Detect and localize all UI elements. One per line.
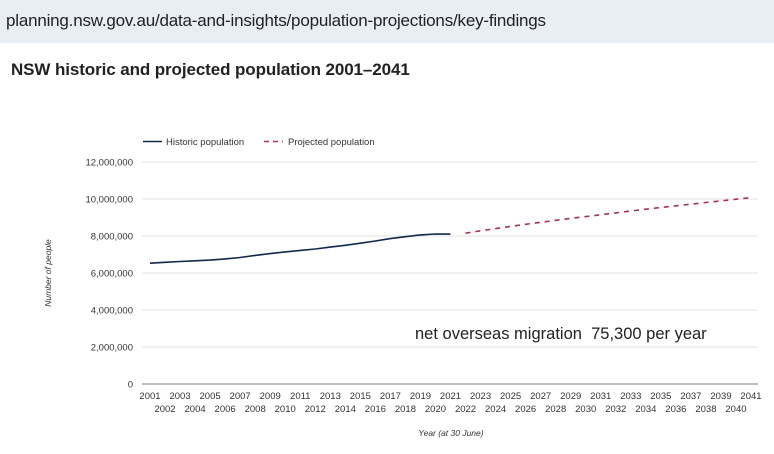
- x-tick-label: 2008: [245, 404, 266, 415]
- x-tick-label: 2010: [275, 404, 296, 415]
- x-tick-label: 2011: [290, 391, 310, 402]
- x-tick-label: 2021: [440, 391, 461, 402]
- x-tick-labels: 2001 2002 2003 2004 2005 2006 2007 2008 2009 2010…: [139, 391, 761, 415]
- migration-annotation: net overseas migration 75,300 per year: [415, 325, 707, 343]
- x-tick-label: 2038: [695, 404, 716, 415]
- x-tick-label: 2009: [260, 391, 281, 402]
- x-axis-label: Year (at 30 June): [418, 428, 483, 438]
- y-tick-label: 0: [128, 380, 133, 391]
- x-tick-label: 2023: [470, 391, 491, 402]
- y-tick-label: 10,000,000: [85, 195, 133, 206]
- x-tick-label: 2004: [185, 404, 206, 415]
- gridlines: [142, 161, 758, 385]
- url-text: planning.nsw.gov.au/data-and-insights/po…: [6, 11, 546, 30]
- legend-projected-label: Projected population: [288, 137, 375, 148]
- x-tick-label: 2014: [335, 404, 356, 415]
- x-tick-label: 2001: [139, 391, 160, 402]
- x-tick-label: 2003: [169, 391, 190, 402]
- legend: Historic population Projected population: [143, 137, 375, 148]
- x-tick-label: 2012: [305, 404, 326, 415]
- x-tick-label: 2032: [605, 404, 626, 415]
- chart-title: NSW historic and projected population 20…: [11, 60, 410, 79]
- legend-historic-label: Historic population: [166, 137, 244, 148]
- series-lines: [149, 196, 752, 264]
- x-tick-label: 2035: [650, 391, 671, 402]
- x-tick-label: 2030: [575, 404, 596, 415]
- x-tick-label: 2019: [410, 391, 431, 402]
- x-tick-label: 2015: [350, 391, 371, 402]
- x-tick-label: 2013: [320, 391, 341, 402]
- x-tick-label: 2034: [635, 404, 656, 415]
- x-tick-label: 2041: [740, 391, 761, 402]
- x-tick-label: 2033: [620, 391, 641, 402]
- historic-population-line: [149, 233, 451, 264]
- y-tick-label: 2,000,000: [91, 343, 133, 354]
- x-tick-label: 2024: [485, 404, 506, 415]
- x-tick-label: 2020: [425, 404, 446, 415]
- x-tick-label: 2002: [154, 404, 175, 415]
- y-axis-label: Number of people: [43, 239, 53, 307]
- y-tick-label: 4,000,000: [91, 306, 133, 317]
- x-tick-label: 2037: [680, 391, 701, 402]
- x-tick-label: 2029: [560, 391, 581, 402]
- x-tick-label: 2017: [380, 391, 401, 402]
- x-tick-label: 2026: [515, 404, 536, 415]
- x-tick-label: 2031: [590, 391, 611, 402]
- x-tick-label: 2016: [365, 404, 386, 415]
- x-tick-label: 2039: [710, 391, 731, 402]
- y-tick-label: 8,000,000: [91, 232, 133, 243]
- y-tick-label: 12,000,000: [85, 158, 133, 169]
- x-tick-label: 2007: [230, 391, 251, 402]
- x-tick-label: 2006: [215, 404, 236, 415]
- x-tick-label: 2036: [665, 404, 686, 415]
- x-tick-label: 2018: [395, 404, 416, 415]
- y-tick-label: 6,000,000: [91, 269, 133, 280]
- x-tick-label: 2025: [500, 391, 521, 402]
- address-bar[interactable]: planning.nsw.gov.au/data-and-insights/po…: [0, 0, 774, 43]
- x-tick-label: 2022: [455, 404, 476, 415]
- x-tick-label: 2005: [200, 391, 221, 402]
- x-tick-label: 2027: [530, 391, 551, 402]
- y-tick-labels: 0 2,000,000 4,000,000 6,000,000 8,000,000 10,…: [85, 158, 133, 391]
- x-tick-label: 2040: [725, 404, 746, 415]
- x-tick-label: 2028: [545, 404, 566, 415]
- projected-population-line: [465, 196, 752, 234]
